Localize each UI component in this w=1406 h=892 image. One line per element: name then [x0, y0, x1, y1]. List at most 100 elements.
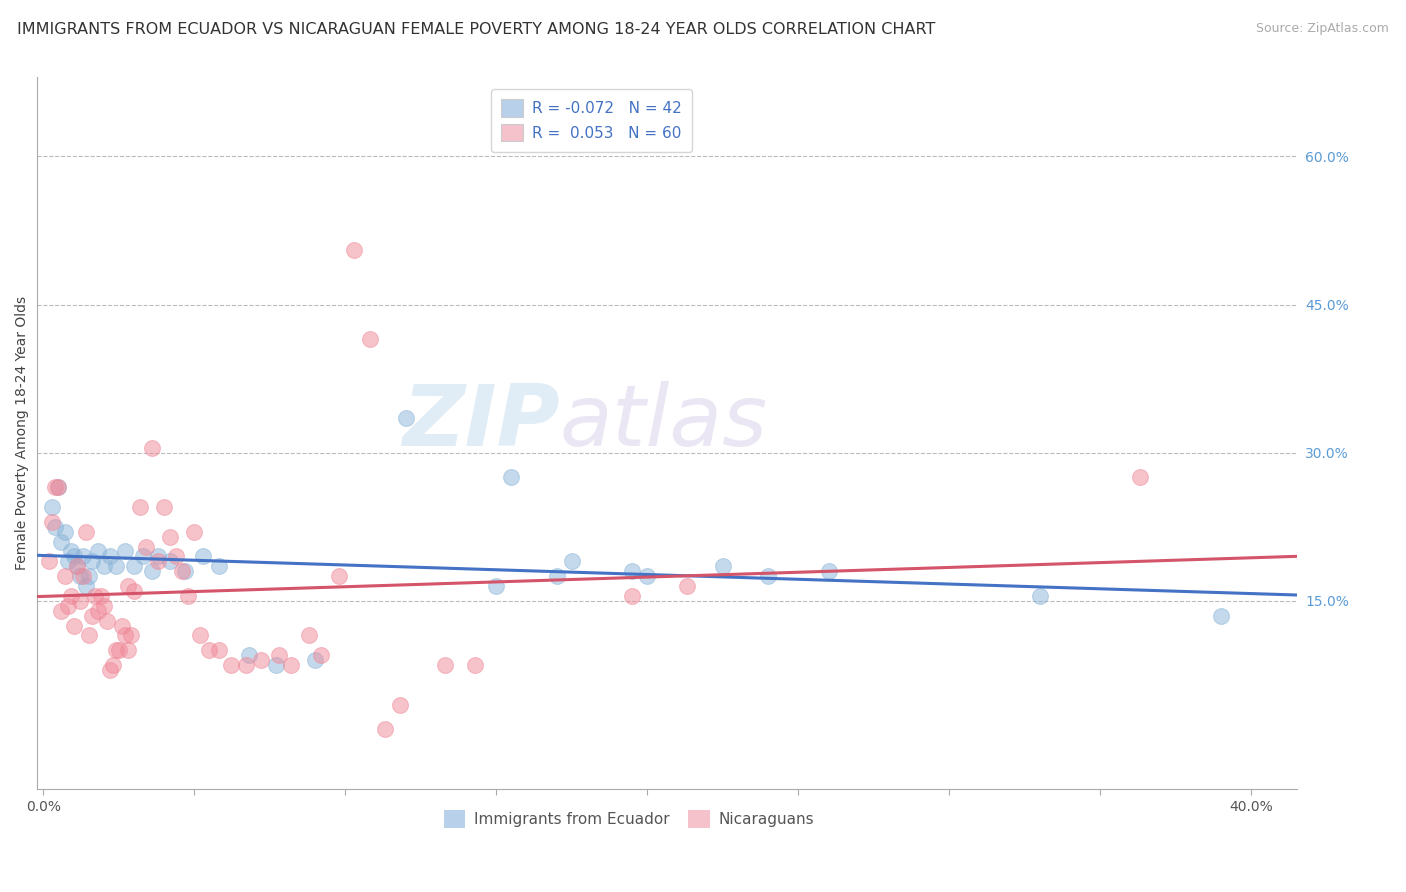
Point — [104, 559, 127, 574]
Point — [235, 658, 257, 673]
Point — [546, 569, 568, 583]
Point — [98, 549, 121, 564]
Point — [146, 549, 169, 564]
Point — [264, 658, 287, 673]
Point — [90, 589, 112, 603]
Point — [711, 559, 734, 574]
Point — [328, 569, 350, 583]
Point — [87, 544, 110, 558]
Point — [53, 569, 76, 583]
Point — [309, 648, 332, 663]
Point — [343, 244, 366, 258]
Point — [298, 628, 321, 642]
Point — [1029, 589, 1052, 603]
Point — [207, 559, 229, 574]
Text: Source: ZipAtlas.com: Source: ZipAtlas.com — [1256, 22, 1389, 36]
Point — [165, 549, 187, 564]
Point — [120, 628, 142, 642]
Point — [65, 559, 87, 574]
Point — [69, 594, 91, 608]
Y-axis label: Female Poverty Among 18-24 Year Olds: Female Poverty Among 18-24 Year Olds — [15, 296, 30, 570]
Point — [280, 658, 302, 673]
Point — [172, 564, 194, 578]
Point — [1211, 608, 1233, 623]
Point — [93, 559, 115, 574]
Point — [59, 544, 82, 558]
Point — [756, 569, 779, 583]
Point — [87, 604, 110, 618]
Point — [395, 411, 418, 425]
Point — [114, 628, 136, 642]
Point — [59, 589, 82, 603]
Point — [122, 584, 145, 599]
Point — [193, 549, 215, 564]
Point — [69, 569, 91, 583]
Point — [183, 524, 205, 539]
Point — [561, 554, 583, 568]
Point — [1129, 470, 1152, 484]
Point — [485, 579, 508, 593]
Point — [117, 643, 139, 657]
Point — [636, 569, 658, 583]
Point — [359, 332, 381, 346]
Point — [48, 480, 70, 494]
Point — [44, 520, 66, 534]
Point — [122, 559, 145, 574]
Point — [72, 569, 94, 583]
Text: ZIP: ZIP — [402, 381, 560, 464]
Point — [238, 648, 260, 663]
Point — [41, 500, 63, 514]
Point — [621, 589, 644, 603]
Point — [48, 480, 70, 494]
Point — [104, 643, 127, 657]
Point — [75, 579, 97, 593]
Point — [51, 604, 73, 618]
Point — [98, 663, 121, 677]
Point — [135, 540, 157, 554]
Point — [817, 564, 839, 578]
Point — [159, 530, 181, 544]
Point — [56, 554, 79, 568]
Point — [304, 653, 326, 667]
Point — [146, 554, 169, 568]
Point — [72, 549, 94, 564]
Point — [198, 643, 221, 657]
Point — [114, 544, 136, 558]
Point — [129, 500, 152, 514]
Point — [83, 589, 105, 603]
Point — [267, 648, 290, 663]
Point — [159, 554, 181, 568]
Point — [190, 628, 212, 642]
Point — [111, 618, 134, 632]
Point — [501, 470, 523, 484]
Point — [53, 524, 76, 539]
Point — [101, 658, 124, 673]
Text: atlas: atlas — [560, 381, 768, 464]
Point — [153, 500, 176, 514]
Point — [434, 658, 457, 673]
Point — [675, 579, 697, 593]
Point — [51, 534, 73, 549]
Point — [65, 559, 87, 574]
Point — [77, 628, 100, 642]
Point — [464, 658, 486, 673]
Point — [62, 549, 84, 564]
Point — [80, 608, 103, 623]
Point — [374, 723, 396, 737]
Point — [207, 643, 229, 657]
Point — [132, 549, 155, 564]
Point — [108, 643, 131, 657]
Point — [56, 599, 79, 613]
Point — [44, 480, 66, 494]
Point — [62, 618, 84, 632]
Point — [77, 569, 100, 583]
Point — [117, 579, 139, 593]
Legend: Immigrants from Ecuador, Nicaraguans: Immigrants from Ecuador, Nicaraguans — [437, 805, 821, 834]
Point — [141, 441, 163, 455]
Point — [93, 599, 115, 613]
Point — [80, 554, 103, 568]
Point — [41, 515, 63, 529]
Text: IMMIGRANTS FROM ECUADOR VS NICARAGUAN FEMALE POVERTY AMONG 18-24 YEAR OLDS CORRE: IMMIGRANTS FROM ECUADOR VS NICARAGUAN FE… — [17, 22, 935, 37]
Point — [141, 564, 163, 578]
Point — [174, 564, 197, 578]
